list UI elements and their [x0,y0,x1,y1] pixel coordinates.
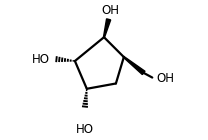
Polygon shape [104,19,111,37]
Text: OH: OH [156,72,174,85]
Text: HO: HO [32,52,50,66]
Text: OH: OH [102,4,120,17]
Polygon shape [124,57,145,75]
Text: HO: HO [76,123,94,136]
